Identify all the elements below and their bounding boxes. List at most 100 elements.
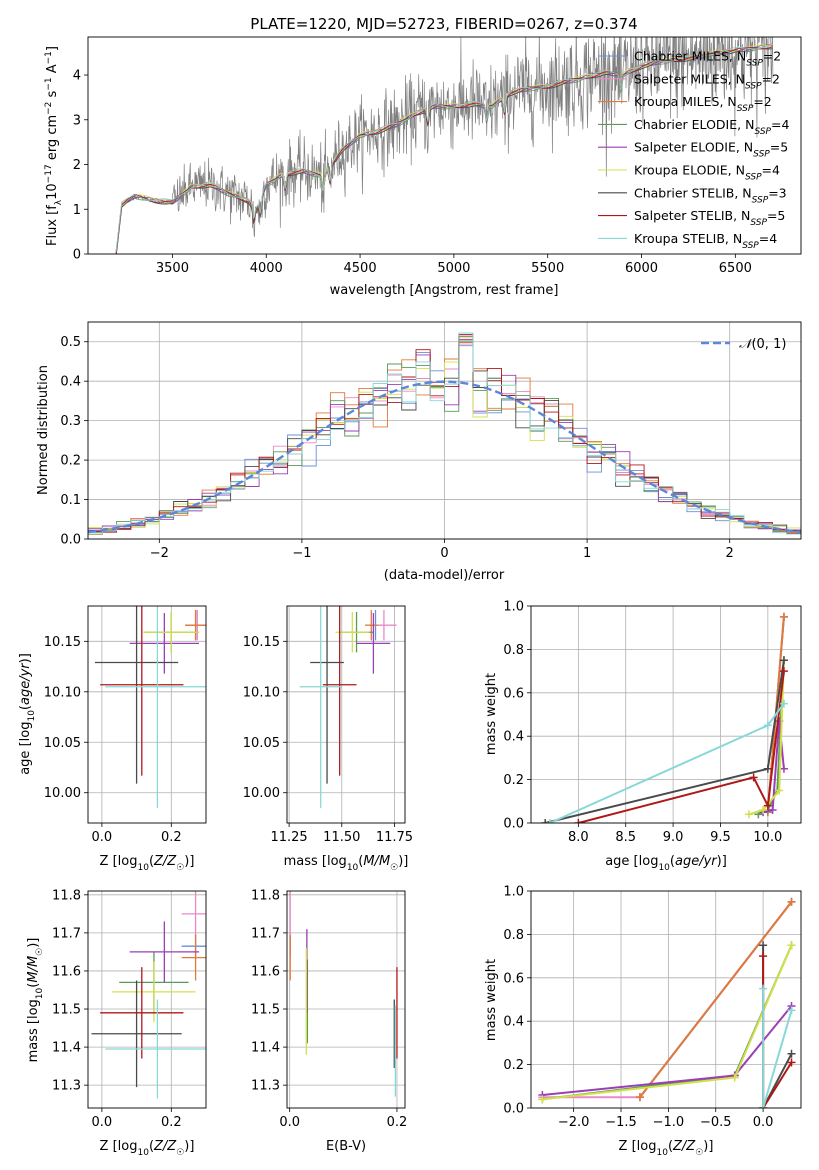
model-spectrum-line <box>115 44 773 253</box>
mass-weight-vs-age-plot: 8.0 8.5 9.0 9.5 10.0 0.0 0.2 0.4 0.6 0.8 1.0 age [l… <box>484 600 802 873</box>
y-tick-label: 0.8 <box>503 643 524 658</box>
x-axis-label: age [log10(age/yr)] <box>605 854 727 873</box>
y-tick-label: 0.0 <box>60 533 81 548</box>
series-line <box>549 703 785 823</box>
y-tick-label: 3 <box>73 113 81 128</box>
legend-label: Chabrier STELIB, NSSP=3 <box>634 185 787 205</box>
age-vs-mass-plot: 11.25 11.50 11.75 10.00 10.05 10.10 10.15 mass … <box>243 605 413 873</box>
y-axis-label: mass weight <box>484 673 499 755</box>
y-tick-label: 11.3 <box>251 1079 280 1094</box>
y-tick-label: 11.6 <box>52 964 81 979</box>
x-tick-label: 8.5 <box>615 830 636 845</box>
y-tick-label: 0.5 <box>60 335 81 350</box>
model-spectrum-line <box>115 46 773 254</box>
x-axis-label: Z [log10(Z/Z☉)] <box>619 1139 714 1158</box>
chart-title: PLATE=1220, MJD=52723, FIBERID=0267, z=0… <box>250 15 637 33</box>
y-tick-label: 11.7 <box>251 926 280 941</box>
y-tick-label: 11.8 <box>52 888 81 903</box>
y-tick-label: 0.6 <box>503 971 524 986</box>
axes-frame <box>87 890 207 1109</box>
ticks: 0.0 0.2 11.3 11.4 11.5 11.6 11.7 11.8 <box>251 888 407 1130</box>
y-tick-label: 0.1 <box>60 493 81 508</box>
x-tick-label: 3500 <box>156 261 189 276</box>
x-tick-label: 4000 <box>250 261 283 276</box>
y-tick-label: 11.6 <box>251 964 280 979</box>
legend-label: Kroupa ELODIE, NSSP=4 <box>634 163 780 183</box>
y-tick-label: 1 <box>73 203 81 218</box>
y-tick-label: 0.0 <box>503 817 524 832</box>
x-tick-label: 0.2 <box>387 1115 408 1130</box>
y-tick-label: 0.2 <box>60 454 81 469</box>
x-tick-label: 11.75 <box>376 830 413 845</box>
x-axis-label: mass [log10(M/M☉)] <box>284 854 409 873</box>
x-tick-label: 8.0 <box>568 830 589 845</box>
x-axis-label: E(B-V) <box>326 1139 366 1154</box>
ticks: 0.0 0.2 11.3 11.4 11.5 11.6 11.7 11.8 <box>52 888 182 1130</box>
y-tick-label: 11.4 <box>52 1041 81 1056</box>
y-tick-label: 11.8 <box>251 888 280 903</box>
x-tick-label: 2 <box>726 546 734 561</box>
ticks: −2.0 −1.5 −1.0 −0.5 0.0 0.0 0.2 0.4 0.6 0.8 1.0 <box>503 885 773 1131</box>
x-tick-label: 1 <box>583 546 591 561</box>
age-vs-metallicity-plot: 0.0 0.2 10.00 10.05 10.10 10.15 Z [log10(Z/Z☉)… <box>18 605 207 873</box>
grid-lines <box>531 890 801 1109</box>
model-spectrum-line <box>115 43 773 252</box>
legend-label: Salpeter STELIB, NSSP=5 <box>634 208 785 228</box>
grid-lines <box>287 606 405 823</box>
x-tick-label: 0.0 <box>92 1115 113 1130</box>
x-axis-label: Z [log10(Z/Z☉)] <box>100 1139 195 1158</box>
errorbar-plot-area <box>299 606 397 808</box>
x-tick-label: 0.0 <box>279 1115 300 1130</box>
x-tick-label: −1.5 <box>605 1115 637 1130</box>
y-tick-label: 11.5 <box>52 1003 81 1018</box>
histogram-step-line <box>88 335 801 539</box>
y-tick-label: 0.4 <box>60 375 81 390</box>
y-tick-label: 0.4 <box>503 1015 524 1030</box>
x-tick-label: 6000 <box>625 261 658 276</box>
grid-lines <box>287 891 405 1108</box>
legend: 𝒩(0, 1) <box>701 337 786 352</box>
y-axis-label: Flux [fλ10−17 erg cm−2 s−1 A−1] <box>44 46 64 246</box>
y-tick-label: 4 <box>73 69 81 84</box>
x-tick-label: −1 <box>292 546 311 561</box>
y-tick-label: 2 <box>73 158 81 173</box>
y-axis-label: mass [log10(M/M☉)] <box>26 938 45 1063</box>
mass-vs-metallicity-plot: 0.0 0.2 11.3 11.4 11.5 11.6 11.7 11.8 Z [log10(Z… <box>26 888 207 1158</box>
legend-label: Kroupa STELIB, NSSP=4 <box>634 231 777 251</box>
x-tick-label: 10.0 <box>753 830 782 845</box>
y-tick-label: 10.15 <box>243 635 280 650</box>
x-axis-label: Z [log10(Z/Z☉)] <box>100 854 195 873</box>
mass-weight-vs-metallicity-plot: −2.0 −1.5 −1.0 −0.5 0.0 0.0 0.2 0.4 0.6 0.8 1.0 Z [… <box>484 885 802 1158</box>
x-tick-label: 0.2 <box>161 1115 182 1130</box>
y-tick-label: 11.5 <box>251 1003 280 1018</box>
gaussian-curve <box>88 380 801 534</box>
x-tick-label: 5500 <box>531 261 564 276</box>
x-tick-label: 0.0 <box>753 1115 774 1130</box>
y-tick-label: 11.3 <box>52 1079 81 1094</box>
x-tick-label: 0 <box>440 546 448 561</box>
line-plot-area <box>541 612 788 823</box>
axes-frame <box>87 321 802 540</box>
errorbar-plot-area <box>91 891 206 1099</box>
axes-frame <box>286 605 406 824</box>
y-axis-label: age [log10(age/yr)] <box>18 653 37 775</box>
x-tick-label: −2.0 <box>558 1115 590 1130</box>
axes-frame <box>530 890 802 1109</box>
x-tick-label: −2 <box>150 546 169 561</box>
series-line <box>762 988 793 1108</box>
legend-label: 𝒩(0, 1) <box>739 337 786 352</box>
series-line <box>639 901 793 1098</box>
x-tick-label: 9.0 <box>663 830 684 845</box>
axes-frame <box>87 36 802 255</box>
x-tick-label: 0.0 <box>92 830 113 845</box>
y-tick-label: 0.3 <box>60 414 81 429</box>
y-tick-label: 10.00 <box>44 786 81 801</box>
legend-label: Salpeter ELODIE, NSSP=5 <box>634 140 788 160</box>
model-spectrum-line <box>115 44 773 253</box>
errorbar-plot-area <box>94 606 206 808</box>
residuals-histogram: −2 −1 0 1 2 0.0 0.1 0.2 0.3 0.4 0.5 (data-model)/er… <box>36 321 802 583</box>
x-tick-label: 11.50 <box>323 830 360 845</box>
x-tick-label: 11.25 <box>270 830 307 845</box>
y-tick-label: 0.0 <box>503 1102 524 1117</box>
